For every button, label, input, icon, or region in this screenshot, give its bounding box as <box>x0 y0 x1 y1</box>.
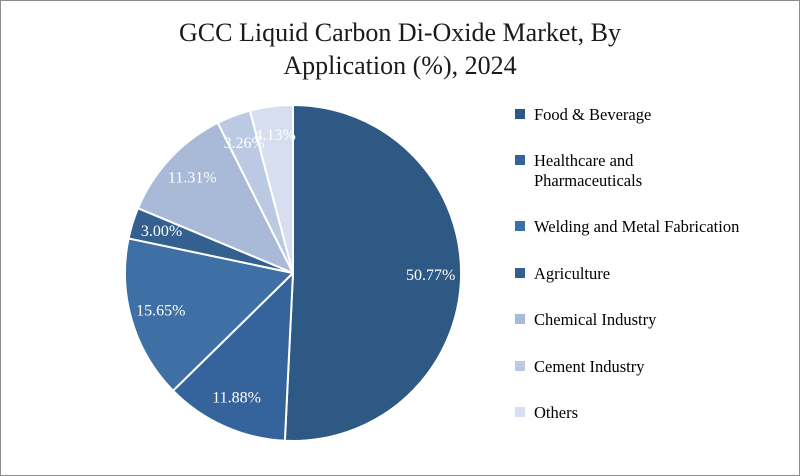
pie-slice-label-cement-industry: 3.26% <box>224 135 265 152</box>
pie-slice-label-others: 4.13% <box>255 127 296 144</box>
legend-label-agriculture: Agriculture <box>534 263 611 283</box>
legend-marker-welding-and-metal-fabrication <box>515 221 525 232</box>
legend-marker-cement-industry <box>515 360 525 371</box>
pie-slice-label-chemical-industry: 11.31% <box>168 170 217 187</box>
legend-marker-chemical-industry <box>515 314 525 325</box>
legend: Food & Beverage Healthcare and Pharmaceut… <box>515 105 793 423</box>
pie-slice-others <box>248 104 294 274</box>
legend-item-food-beverage: Food & Beverage <box>515 105 793 124</box>
pie-slice-food-beverage <box>283 104 463 442</box>
legend-label-cement-industry: Cement Industry <box>534 356 645 376</box>
pie-slice-healthcare-and-pharmaceuticals <box>172 272 294 442</box>
pie-slice-welding-and-metal-fabrication <box>124 237 294 392</box>
pie-slice-label-agriculture: 3.00% <box>141 223 182 240</box>
pie-slice-chemical-industry <box>136 121 294 274</box>
chart-title: GCC Liquid Carbon Di-Oxide Market, By Ap… <box>179 18 621 80</box>
legend-item-healthcare-and-pharmaceuticals: Healthcare and Pharmaceuticals <box>515 151 793 190</box>
legend-item-cement-industry: Cement Industry <box>515 357 793 376</box>
legend-marker-others <box>515 407 525 418</box>
legend-item-agriculture: Agriculture <box>515 264 793 283</box>
legend-marker-food-beverage <box>515 109 525 119</box>
pie-slice-label-food-beverage: 50.77% <box>406 267 455 284</box>
pie-slice-label-welding-and-metal-fabrication: 15.65% <box>136 302 185 319</box>
legend-label-welding-and-metal-fabrication: Welding and Metal Fabrication <box>534 217 740 237</box>
legend-label-healthcare-and-pharmaceuticals: Healthcare and Pharmaceuticals <box>534 151 643 190</box>
pie-slice-label-healthcare-and-pharmaceuticals: 11.88% <box>212 389 261 406</box>
legend-label-food-beverage: Food & Beverage <box>534 105 652 124</box>
legend-item-chemical-industry: Chemical Industry <box>515 310 793 329</box>
legend-item-others: Others <box>515 403 793 422</box>
pie-chart: 50.77% 11.88% 15.65% 3.00% 11.31% 3.26%4.13% <box>124 104 463 442</box>
legend-label-others: Others <box>534 403 578 423</box>
legend-marker-healthcare-and-pharmaceuticals <box>515 155 525 166</box>
legend-marker-agriculture <box>515 267 525 278</box>
legend-item-welding-and-metal-fabrication: Welding and Metal Fabrication <box>515 217 793 236</box>
legend-label-chemical-industry: Chemical Industry <box>534 310 657 330</box>
